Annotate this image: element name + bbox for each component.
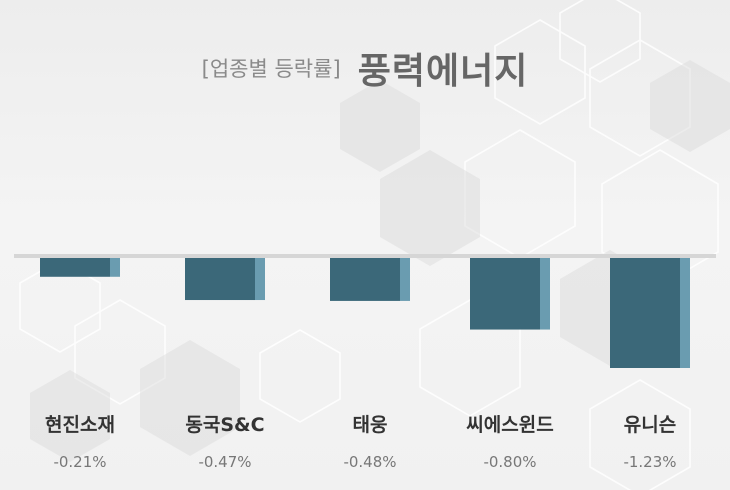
bar-face xyxy=(610,258,680,368)
hexagon-outline xyxy=(259,329,341,423)
hexagon-outline xyxy=(19,259,101,353)
hexagon-outline xyxy=(589,39,691,157)
bar xyxy=(610,258,690,368)
chart-title: [업종별 등락률] 풍력에너지 xyxy=(0,42,730,94)
bar-side xyxy=(255,258,265,301)
category-label: 씨에스윈드 xyxy=(466,414,553,436)
bar-face xyxy=(470,258,540,330)
category-label: 태웅 xyxy=(353,414,388,436)
bar-face xyxy=(330,258,400,301)
hexagon-shade xyxy=(30,370,110,462)
value-label: -1.23% xyxy=(623,453,676,471)
hexagon-outline xyxy=(589,379,691,490)
category-label: 현진소재 xyxy=(45,414,115,436)
hexagon-shade xyxy=(340,80,420,172)
bar xyxy=(40,258,120,277)
value-label: -0.80% xyxy=(483,453,536,471)
hexagon-outline xyxy=(74,299,166,405)
value-label: -0.48% xyxy=(343,453,396,471)
bar xyxy=(185,258,265,301)
bar-side xyxy=(680,258,690,368)
value-label: -0.21% xyxy=(53,453,106,471)
category-label: 동국S&C xyxy=(185,414,264,436)
value-label: -0.47% xyxy=(198,453,251,471)
title-prefix: [업종별 등락률] xyxy=(201,57,341,81)
hexagon-shade xyxy=(650,60,730,152)
title-main: 풍력에너지 xyxy=(357,51,529,92)
hexagon-outline xyxy=(494,19,586,125)
hexagon-outline xyxy=(559,0,641,83)
bar xyxy=(330,258,410,301)
hexagon-shade xyxy=(380,150,480,266)
bar-face xyxy=(40,258,110,277)
hexagon-shade xyxy=(140,340,240,456)
bar-face xyxy=(185,258,255,301)
bar-side xyxy=(540,258,550,330)
bar-side xyxy=(110,258,120,277)
bar-side xyxy=(400,258,410,301)
category-label: 유니슨 xyxy=(624,414,676,436)
bar xyxy=(470,258,550,330)
